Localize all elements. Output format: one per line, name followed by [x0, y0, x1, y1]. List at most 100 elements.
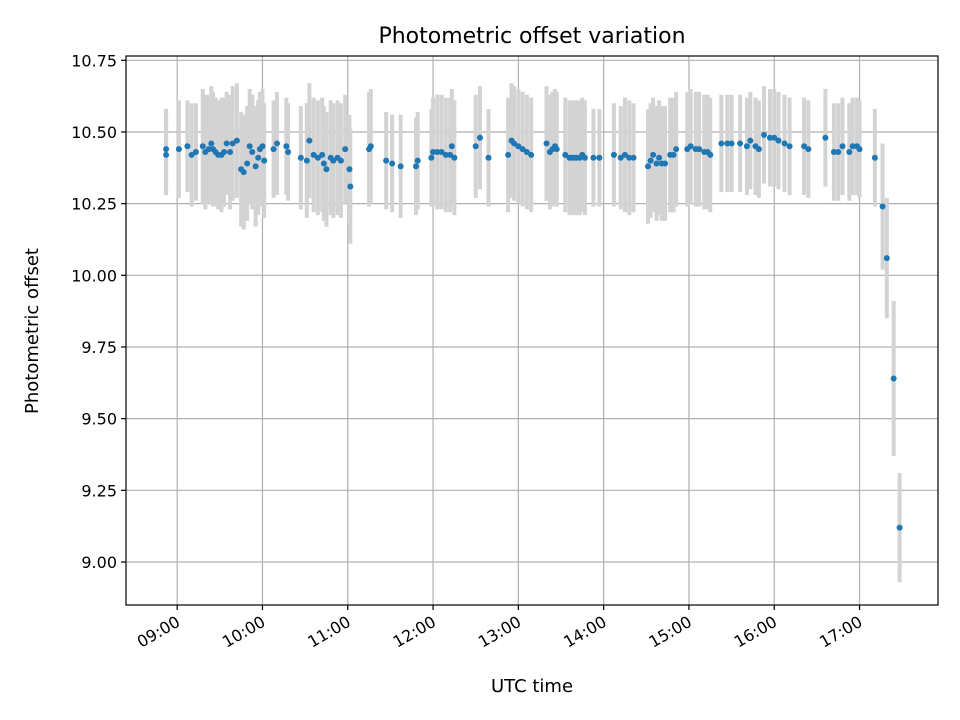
data-point — [229, 140, 236, 147]
data-point — [414, 157, 421, 164]
data-point — [755, 146, 762, 153]
data-point — [523, 149, 530, 156]
data-point — [330, 157, 337, 164]
data-point — [505, 151, 512, 158]
data-point — [511, 140, 518, 147]
y-tick-label: 9.25 — [81, 481, 117, 500]
data-point — [728, 140, 735, 147]
data-point — [430, 149, 437, 156]
plot-frame — [125, 55, 939, 606]
data-point — [883, 255, 890, 262]
data-point — [724, 140, 731, 147]
chart-title: Photometric offset variation — [378, 24, 685, 49]
data-point — [367, 143, 374, 150]
data-point — [261, 157, 268, 164]
data-point — [283, 143, 290, 150]
data-point — [389, 160, 396, 167]
data-point — [617, 154, 624, 161]
data-point — [319, 151, 326, 158]
data-point — [801, 143, 808, 150]
data-point — [673, 146, 680, 153]
data-point — [687, 143, 694, 150]
data-point — [306, 137, 313, 144]
data-point — [781, 140, 788, 147]
y-tick-label: 10.50 — [71, 123, 117, 142]
data-point — [434, 149, 441, 156]
data-point — [199, 143, 206, 150]
data-point — [590, 154, 597, 161]
data-point — [240, 169, 247, 176]
data-point — [205, 146, 212, 153]
data-point — [337, 157, 344, 164]
data-point — [839, 143, 846, 150]
data-point — [849, 143, 856, 150]
data-point — [835, 149, 842, 156]
y-tick-label: 9.75 — [81, 338, 117, 357]
data-point — [890, 375, 897, 382]
data-point — [761, 131, 767, 138]
data-point — [718, 140, 725, 147]
data-point — [896, 524, 903, 531]
data-point — [314, 154, 321, 161]
data-point — [515, 143, 522, 150]
y-axis-ticks: 9.00 9.25 9.50 9.75 10.00 10.25 10.50 10.75 — [71, 51, 126, 572]
data-point — [543, 140, 550, 147]
data-point — [707, 151, 714, 158]
data-point — [270, 146, 277, 153]
data-point — [621, 151, 628, 158]
data-point — [630, 154, 637, 161]
data-point — [805, 146, 812, 153]
data-point — [476, 134, 483, 141]
y-tick-label: 10.00 — [71, 266, 117, 285]
data-point — [438, 149, 445, 156]
data-point — [871, 154, 878, 161]
data-point — [822, 134, 829, 141]
data-point — [562, 151, 569, 158]
data-point — [528, 151, 535, 158]
data-point — [596, 154, 603, 161]
data-point — [255, 154, 262, 161]
y-tick-label: 9.00 — [81, 553, 117, 572]
data-point — [175, 146, 182, 153]
data-point — [696, 146, 703, 153]
data-point — [626, 154, 633, 161]
data-point — [485, 154, 492, 161]
data-point — [650, 151, 657, 158]
data-point — [259, 143, 266, 150]
data-point — [233, 137, 240, 144]
y-axis-label: Photometric offset — [22, 248, 43, 414]
data-point — [310, 151, 317, 158]
data-point — [346, 166, 353, 173]
data-point — [188, 151, 195, 158]
y-tick-label: 10.75 — [71, 51, 117, 70]
data-point — [662, 160, 669, 167]
data-point — [397, 163, 404, 170]
data-point — [342, 146, 349, 153]
data-point — [786, 143, 793, 150]
y-tick-label: 9.50 — [81, 410, 117, 429]
data-point — [472, 143, 479, 150]
data-point — [192, 149, 199, 156]
data-point — [581, 154, 588, 161]
data-point — [775, 137, 782, 144]
data-point — [285, 149, 292, 156]
data-point — [656, 154, 663, 161]
data-point — [252, 163, 259, 170]
data-point — [743, 143, 750, 150]
data-point — [856, 146, 863, 153]
data-point — [244, 160, 251, 167]
data-point — [297, 154, 304, 161]
data-point — [428, 154, 435, 161]
data-point — [246, 143, 253, 150]
data-point — [610, 151, 617, 158]
data-point — [303, 157, 310, 164]
data-point — [273, 140, 280, 147]
data-point — [737, 140, 744, 147]
data-point — [747, 137, 754, 144]
data-point — [830, 149, 837, 156]
data-point — [653, 160, 660, 167]
data-point — [647, 157, 654, 164]
data-point — [323, 166, 330, 173]
data-point — [227, 149, 234, 156]
